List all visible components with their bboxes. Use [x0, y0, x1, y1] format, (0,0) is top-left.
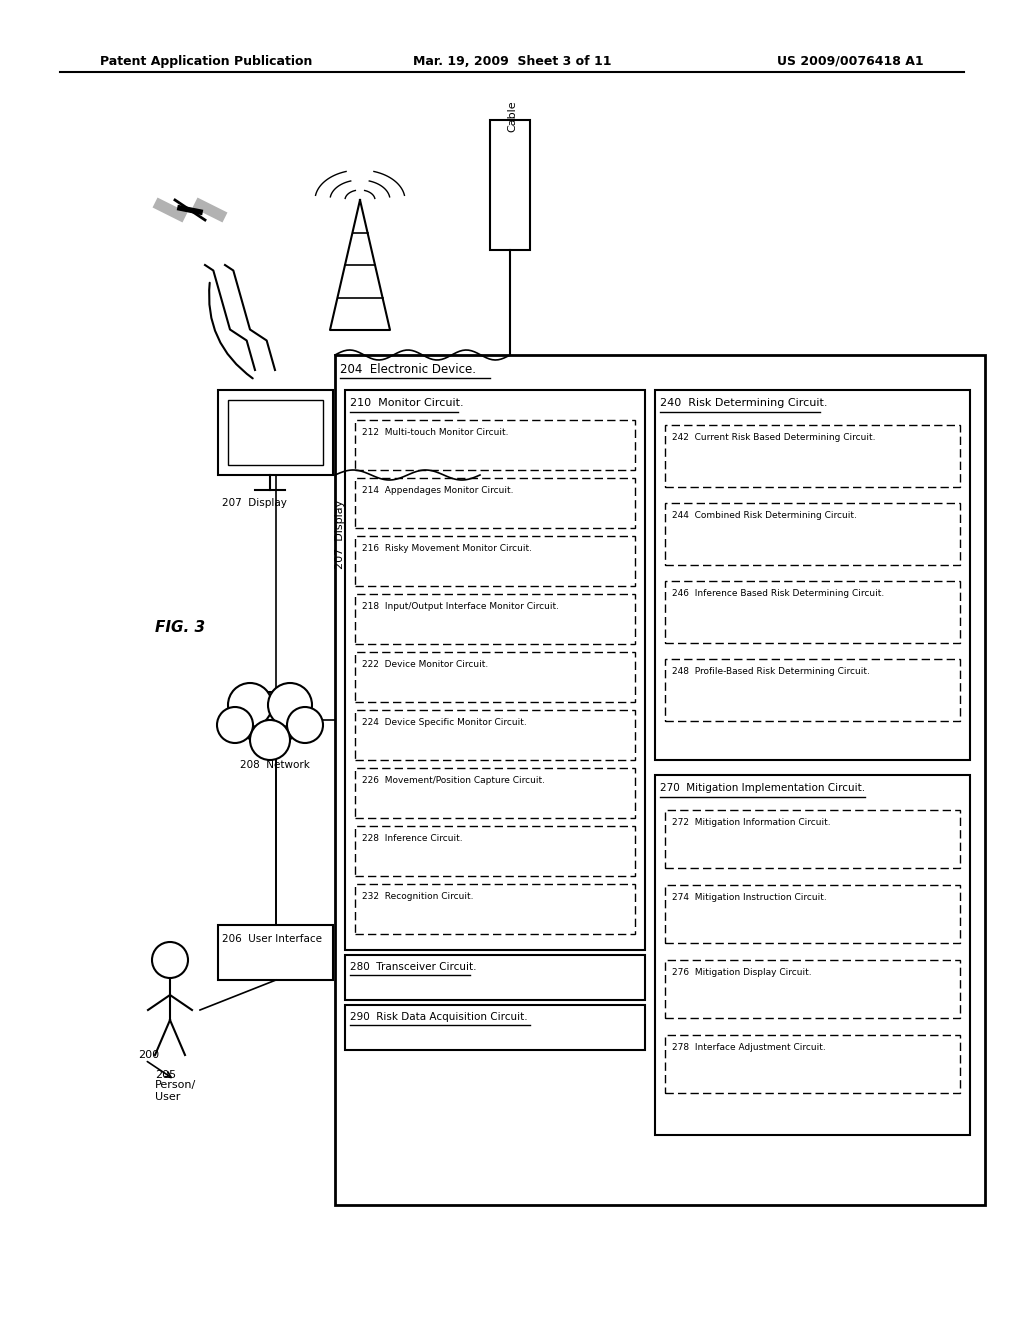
Text: US 2009/0076418 A1: US 2009/0076418 A1 — [777, 55, 924, 69]
Text: 226  Movement/Position Capture Circuit.: 226 Movement/Position Capture Circuit. — [362, 776, 545, 785]
Text: 208  Network: 208 Network — [240, 760, 310, 770]
Bar — [218, 389, 333, 475]
Bar — [665, 960, 961, 1018]
Bar — [665, 425, 961, 487]
Bar — [655, 389, 970, 760]
Text: 276  Mitigation Display Circuit.: 276 Mitigation Display Circuit. — [672, 968, 812, 977]
Bar — [655, 775, 970, 1135]
Text: 232  Recognition Circuit.: 232 Recognition Circuit. — [362, 892, 473, 902]
Bar — [355, 652, 635, 702]
Circle shape — [152, 942, 188, 978]
Bar — [355, 420, 635, 470]
Text: 224  Device Specific Monitor Circuit.: 224 Device Specific Monitor Circuit. — [362, 718, 526, 727]
Circle shape — [250, 719, 290, 760]
Bar — [355, 478, 635, 528]
Bar — [345, 1005, 645, 1049]
Text: 242  Current Risk Based Determining Circuit.: 242 Current Risk Based Determining Circu… — [672, 433, 876, 442]
Bar — [355, 826, 635, 876]
Text: 290  Risk Data Acquisition Circuit.: 290 Risk Data Acquisition Circuit. — [350, 1012, 527, 1022]
Bar — [665, 810, 961, 869]
Text: 274  Mitigation Instruction Circuit.: 274 Mitigation Instruction Circuit. — [672, 894, 826, 902]
Text: User: User — [155, 1092, 180, 1102]
Text: Person/: Person/ — [155, 1080, 197, 1090]
Text: Mar. 19, 2009  Sheet 3 of 11: Mar. 19, 2009 Sheet 3 of 11 — [413, 55, 611, 69]
Text: 212  Multi-touch Monitor Circuit.: 212 Multi-touch Monitor Circuit. — [362, 428, 509, 437]
Circle shape — [287, 708, 323, 743]
Text: 204  Electronic Device.: 204 Electronic Device. — [340, 363, 476, 376]
Bar — [355, 710, 635, 760]
Text: Cable: Cable — [507, 100, 517, 132]
Text: 214  Appendages Monitor Circuit.: 214 Appendages Monitor Circuit. — [362, 486, 513, 495]
Text: 207  Display: 207 Display — [335, 500, 345, 569]
Bar — [355, 768, 635, 818]
Text: 200: 200 — [138, 1049, 159, 1060]
Bar — [490, 120, 530, 249]
Text: 280  Transceiver Circuit.: 280 Transceiver Circuit. — [350, 962, 476, 972]
Text: 240  Risk Determining Circuit.: 240 Risk Determining Circuit. — [660, 399, 827, 408]
Circle shape — [228, 682, 272, 727]
Text: 222  Device Monitor Circuit.: 222 Device Monitor Circuit. — [362, 660, 488, 669]
Circle shape — [217, 708, 253, 743]
Text: FIG. 3: FIG. 3 — [155, 620, 205, 635]
Bar — [665, 503, 961, 565]
Text: 278  Interface Adjustment Circuit.: 278 Interface Adjustment Circuit. — [672, 1043, 825, 1052]
Bar — [355, 594, 635, 644]
Text: 244  Combined Risk Determining Circuit.: 244 Combined Risk Determining Circuit. — [672, 511, 857, 520]
Text: 272  Mitigation Information Circuit.: 272 Mitigation Information Circuit. — [672, 818, 830, 828]
Text: 228  Inference Circuit.: 228 Inference Circuit. — [362, 834, 463, 843]
Bar — [345, 389, 645, 950]
Text: 246  Inference Based Risk Determining Circuit.: 246 Inference Based Risk Determining Cir… — [672, 589, 885, 598]
Bar — [665, 659, 961, 721]
Text: 218  Input/Output Interface Monitor Circuit.: 218 Input/Output Interface Monitor Circu… — [362, 602, 559, 611]
Text: 216  Risky Movement Monitor Circuit.: 216 Risky Movement Monitor Circuit. — [362, 544, 532, 553]
Bar — [355, 536, 635, 586]
Text: 270  Mitigation Implementation Circuit.: 270 Mitigation Implementation Circuit. — [660, 783, 865, 793]
Circle shape — [268, 682, 312, 727]
Bar — [228, 400, 323, 465]
Bar — [665, 1035, 961, 1093]
Bar — [355, 884, 635, 935]
Circle shape — [242, 692, 298, 748]
Bar — [335, 355, 985, 1205]
Text: Patent Application Publication: Patent Application Publication — [100, 55, 312, 69]
Text: 205: 205 — [155, 1071, 176, 1080]
Text: 206  User Interface: 206 User Interface — [222, 935, 322, 944]
Text: 248  Profile-Based Risk Determining Circuit.: 248 Profile-Based Risk Determining Circu… — [672, 667, 869, 676]
Bar — [218, 925, 333, 979]
Text: 207  Display: 207 Display — [222, 498, 287, 508]
Text: 210  Monitor Circuit.: 210 Monitor Circuit. — [350, 399, 464, 408]
Bar — [345, 954, 645, 1001]
Bar — [665, 884, 961, 942]
Bar — [665, 581, 961, 643]
